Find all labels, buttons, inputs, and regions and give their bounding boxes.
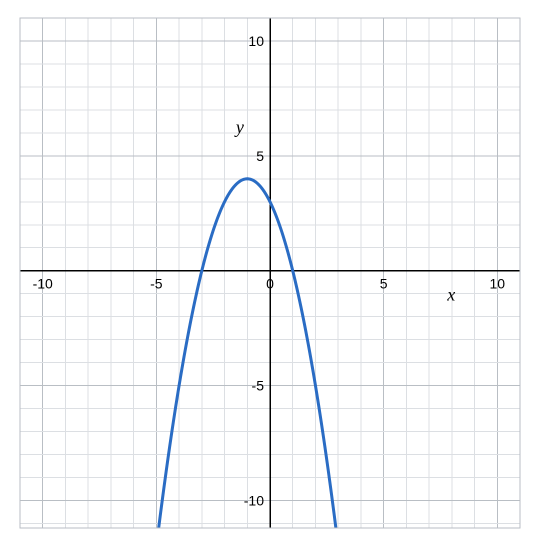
y-axis-label: y xyxy=(234,117,244,137)
chart-svg: -10 -5 0 5 10 -10 -5 5 10 x y xyxy=(0,0,538,543)
y-tick-label: -10 xyxy=(244,492,264,508)
x-tick-label: 5 xyxy=(380,276,388,292)
x-axis-label: x xyxy=(446,285,455,305)
parabola-chart: -10 -5 0 5 10 -10 -5 5 10 x y xyxy=(0,0,538,543)
x-tick-label: 0 xyxy=(266,276,274,292)
x-tick-label: 10 xyxy=(489,276,505,292)
y-tick-label: -5 xyxy=(252,378,265,394)
x-tick-label: -5 xyxy=(150,276,163,292)
chart-bg xyxy=(0,0,538,543)
y-tick-label: 5 xyxy=(256,148,264,164)
x-tick-label: -10 xyxy=(33,276,53,292)
y-tick-label: 10 xyxy=(248,33,264,49)
